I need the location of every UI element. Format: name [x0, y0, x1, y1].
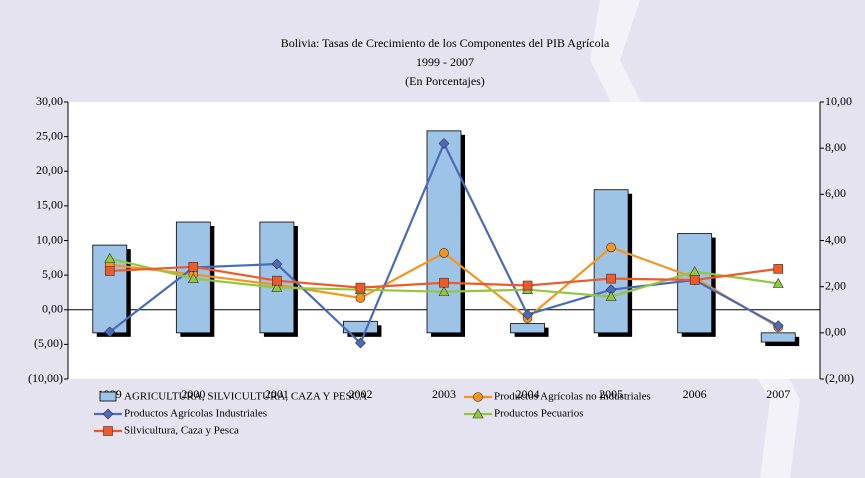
point: [772, 320, 784, 332]
x-tick-label: 2005: [599, 387, 623, 401]
y-tick-label: 10,00: [36, 232, 63, 246]
point: [438, 286, 450, 297]
bar: [510, 323, 545, 334]
y-tick-label: 20,00: [36, 163, 63, 177]
legend-marker: [103, 426, 113, 436]
legend-label: AGRICULTURA, SILVICULTURA, CAZA Y PESCA: [124, 391, 367, 403]
bar: [593, 189, 629, 334]
bar: [760, 332, 796, 343]
point: [522, 280, 533, 291]
point: [355, 337, 366, 349]
point: [271, 281, 283, 292]
point: [272, 275, 282, 286]
point: [187, 272, 199, 283]
legend-label: Productos Agrícolas no Industriales: [494, 391, 651, 403]
point: [188, 262, 199, 272]
y-tick-label: 30,00: [36, 94, 63, 108]
legend-marker: [472, 408, 484, 419]
y-tick-label: 25,00: [36, 128, 63, 142]
legend-label: Silvicultura, Caza y Pesca: [124, 425, 239, 437]
x-tick-label: 2000: [181, 387, 205, 401]
y2-tick-label: 0,00: [825, 325, 846, 339]
chart-note: (En Porcentajes): [405, 74, 485, 88]
point: [606, 242, 616, 253]
point: [605, 290, 617, 301]
x-tick-label: 2003: [432, 387, 456, 401]
y-tick-label: (10,00): [28, 371, 63, 385]
x-tick-label: 2007: [766, 387, 790, 401]
x-tick-label: 2006: [683, 387, 707, 401]
y2-tick-label: 2,00: [825, 278, 846, 292]
y2-tick-label: 6,00: [825, 186, 846, 200]
x-tick-label: 2002: [348, 387, 372, 401]
point: [772, 277, 784, 288]
point: [606, 273, 616, 284]
x-tick-label: 2004: [516, 387, 540, 401]
legend-marker: [473, 392, 483, 402]
bar: [677, 233, 713, 334]
bar: [426, 130, 462, 334]
y2-tick-label: 4,00: [825, 232, 846, 246]
point: [104, 252, 116, 263]
legend-marker: [102, 408, 114, 420]
chart-title: Bolivia: Tasas de Crecimiento de los Com…: [281, 36, 610, 50]
legend-label: Productos Pecuarios: [494, 408, 584, 420]
y-tick-label: 0,00: [42, 302, 63, 316]
y2-tick-label: 8,00: [825, 140, 846, 154]
point: [355, 293, 366, 303]
point: [689, 275, 700, 285]
y-tick-label: 15,00: [36, 198, 63, 212]
point: [271, 258, 283, 270]
point: [104, 326, 116, 338]
y2-tick-label: 10,00: [825, 94, 852, 108]
legend-label: Productos Agrícolas Industriales: [124, 408, 267, 420]
point: [439, 277, 449, 288]
y-tick-label: 5,00: [42, 267, 63, 281]
point: [439, 248, 449, 258]
point: [104, 266, 115, 276]
point: [438, 138, 450, 149]
y-tick-label: (5,00): [34, 336, 63, 350]
point: [522, 309, 533, 321]
legend-swatch: [99, 391, 117, 402]
point: [773, 264, 784, 274]
x-tick-label: 2001: [265, 387, 289, 401]
y2-tick-label: (2,00): [825, 371, 854, 385]
point: [355, 282, 366, 293]
chart-subtitle: 1999 - 2007: [416, 55, 474, 69]
